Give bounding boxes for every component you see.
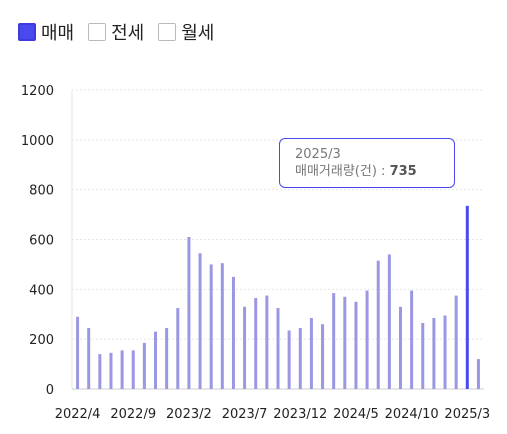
- bar[interactable]: [398, 306, 402, 389]
- bar[interactable]: [209, 264, 213, 389]
- bar[interactable]: [287, 330, 291, 389]
- legend-label-sale: 매매: [41, 23, 75, 44]
- y-tick-label: 0: [46, 383, 54, 398]
- bar[interactable]: [343, 296, 347, 389]
- tooltip: 2025/3 매매거래량(건) : 735: [279, 138, 455, 188]
- bar[interactable]: [354, 301, 358, 389]
- bar[interactable]: [476, 359, 480, 389]
- x-tick-label: 2023/2: [166, 407, 212, 422]
- legend-item-sale[interactable]: 매매: [18, 19, 74, 45]
- legend-item-monthly-rent[interactable]: 월세: [158, 19, 214, 45]
- bar[interactable]: [454, 295, 458, 389]
- bar[interactable]: [332, 293, 336, 389]
- bar[interactable]: [376, 260, 380, 389]
- x-tick-label: 2022/4: [55, 407, 101, 422]
- legend-label-monthly-rent: 월세: [181, 23, 215, 44]
- y-tick-label: 800: [29, 184, 54, 199]
- bar[interactable]: [165, 327, 169, 389]
- bar[interactable]: [465, 205, 469, 389]
- bar[interactable]: [387, 254, 391, 389]
- bar[interactable]: [410, 290, 414, 389]
- bar[interactable]: [432, 317, 436, 389]
- bar[interactable]: [298, 327, 302, 389]
- bars: [76, 205, 480, 389]
- bar[interactable]: [154, 331, 158, 389]
- bar[interactable]: [365, 290, 369, 389]
- y-tick-label: 400: [29, 283, 54, 298]
- bar[interactable]: [98, 354, 102, 389]
- bar[interactable]: [109, 352, 113, 389]
- legend-item-jeonse[interactable]: 전세: [88, 19, 144, 45]
- y-tick-label: 1000: [21, 134, 54, 149]
- tooltip-value: 735: [389, 164, 417, 179]
- bar[interactable]: [243, 306, 247, 389]
- bar[interactable]: [198, 253, 202, 389]
- bar[interactable]: [176, 308, 180, 389]
- legend-label-jeonse: 전세: [111, 23, 145, 44]
- x-tick-label: 2024/10: [385, 407, 439, 422]
- x-tick-label: 2024/5: [333, 407, 379, 422]
- tooltip-series-label: 매매거래량(건): [295, 164, 377, 179]
- y-tick-label: 600: [29, 234, 54, 249]
- legend-checkbox-jeonse[interactable]: [88, 23, 107, 41]
- bar[interactable]: [309, 317, 313, 389]
- bar[interactable]: [231, 276, 235, 389]
- bar[interactable]: [421, 322, 425, 389]
- bar[interactable]: [220, 263, 224, 389]
- bar[interactable]: [131, 350, 135, 389]
- y-axis: 0 200 400 600 800 1000 1200: [21, 84, 54, 398]
- x-axis: 2022/4 2022/9 2023/2 2023/7 2023/12 2024/5 202…: [55, 407, 490, 422]
- bar[interactable]: [87, 327, 91, 389]
- tooltip-date: 2025/3: [295, 147, 341, 162]
- bar[interactable]: [265, 295, 269, 389]
- bar[interactable]: [120, 350, 124, 389]
- tooltip-separator: :: [376, 164, 390, 179]
- bar[interactable]: [254, 298, 258, 389]
- bar[interactable]: [276, 308, 280, 389]
- tooltip-value-line: 매매거래량(건) : 735: [295, 163, 454, 181]
- bar[interactable]: [76, 316, 80, 389]
- y-tick-label: 1200: [21, 84, 54, 99]
- x-tick-label: 2022/9: [110, 407, 156, 422]
- bar[interactable]: [321, 324, 325, 389]
- x-tick-label: 2023/7: [222, 407, 268, 422]
- bar[interactable]: [443, 315, 447, 389]
- legend: 매매 전세 월세: [18, 19, 228, 45]
- bar[interactable]: [187, 237, 191, 389]
- legend-checkbox-sale[interactable]: [18, 23, 36, 41]
- bar[interactable]: [142, 342, 146, 389]
- y-tick-label: 200: [29, 333, 54, 348]
- x-tick-label: 2023/12: [273, 407, 327, 422]
- legend-checkbox-monthly-rent[interactable]: [158, 23, 177, 41]
- x-tick-label: 2025/3: [444, 407, 490, 422]
